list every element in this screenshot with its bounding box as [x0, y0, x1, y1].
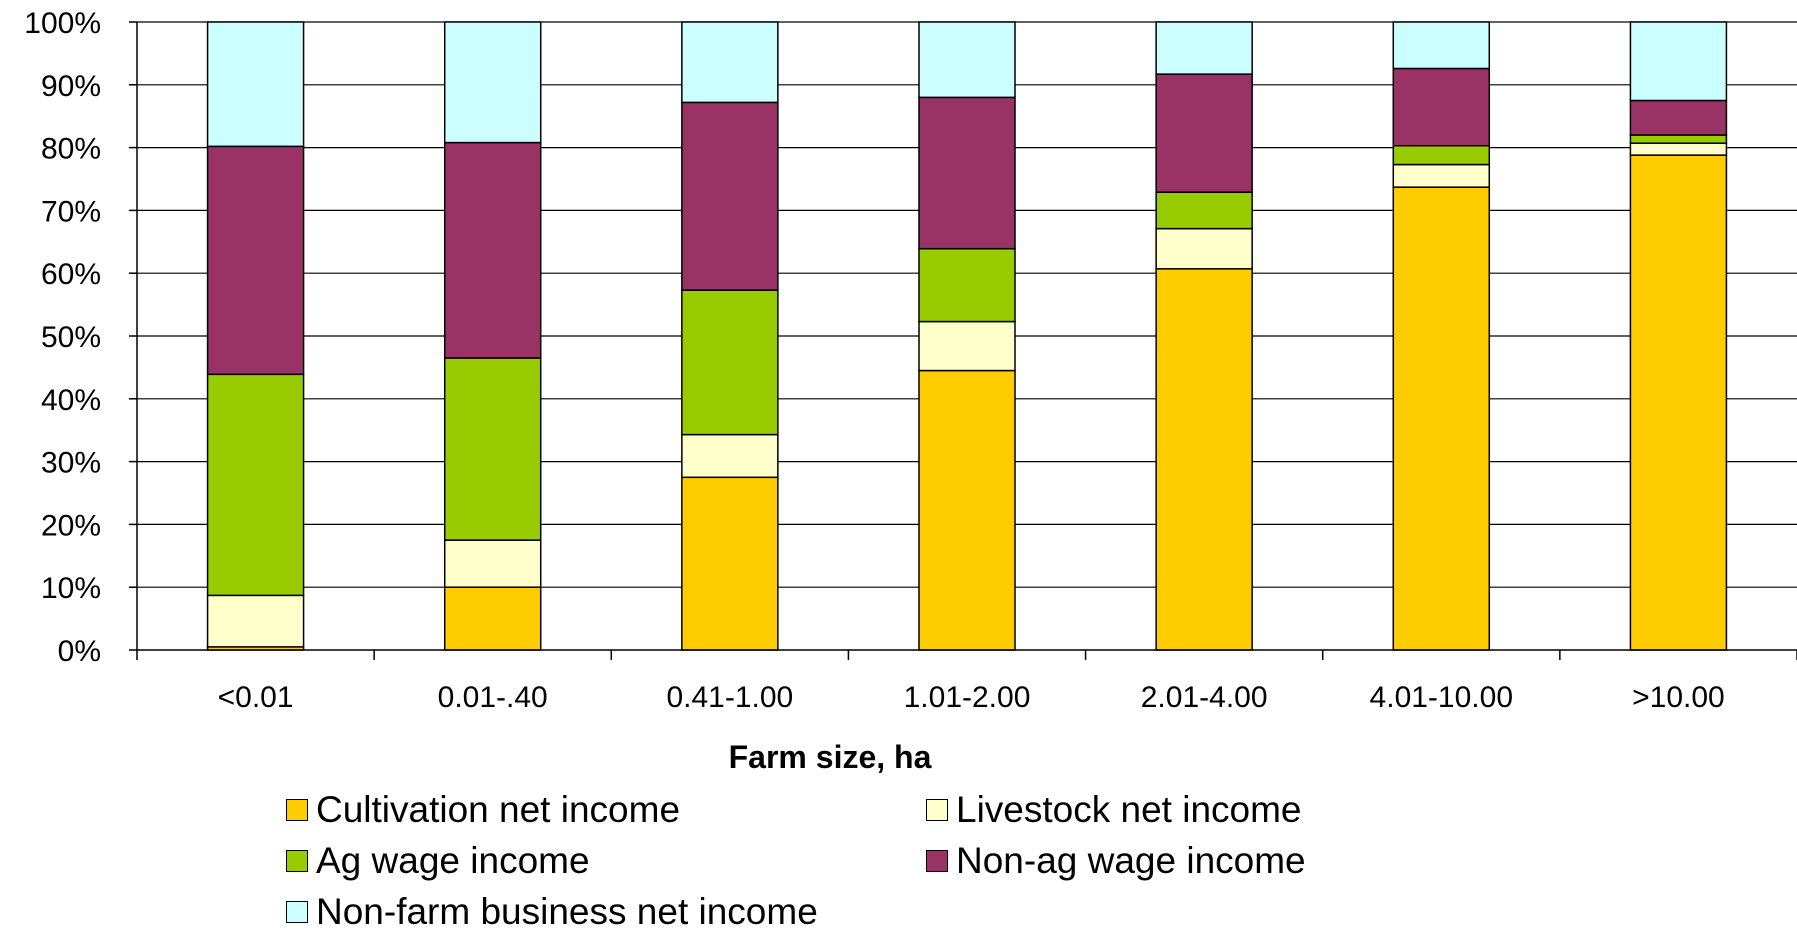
x-tick-label: <0.01 [218, 681, 294, 714]
bar-segment [443, 141, 542, 359]
bar-segment [1392, 163, 1491, 188]
bar-segment [1155, 191, 1253, 230]
bar-segment [443, 539, 542, 588]
y-tick-label: 0% [58, 635, 101, 668]
bar-segment [206, 373, 305, 597]
y-tick-label: 60% [41, 258, 101, 291]
x-tick-label: 4.01-10.00 [1370, 681, 1513, 714]
bar-segment [1629, 142, 1728, 156]
bar-segment [918, 247, 1016, 323]
legend-swatch [926, 849, 948, 872]
legend-item: Ag wage income [286, 840, 926, 881]
bar-segment [1392, 186, 1491, 651]
legend-label: Cultivation net income [316, 788, 681, 830]
bar-segment [918, 320, 1016, 372]
bar-segment [681, 101, 779, 291]
x-tick-label: 0.41-1.00 [666, 681, 793, 714]
bar-segment [206, 21, 305, 148]
y-tick-label: 50% [41, 321, 101, 354]
bar-segment [1629, 154, 1728, 651]
bar-segment [443, 357, 542, 541]
legend-item: Non-farm business net income [286, 891, 926, 932]
bar-segment [1392, 144, 1491, 166]
bar-segment [681, 289, 779, 436]
bar-segment [443, 21, 542, 144]
x-axis-title: Farm size, ha [729, 739, 932, 775]
legend: Cultivation net income Livestock net inco… [286, 789, 1406, 932]
y-tick-label: 40% [41, 384, 101, 417]
bar-segment [1155, 268, 1253, 651]
bar-segment [1629, 21, 1728, 102]
x-tick-label: 2.01-4.00 [1141, 681, 1268, 714]
bar-segment [206, 594, 305, 648]
bar-segment [443, 586, 542, 651]
legend-swatch [286, 798, 308, 821]
legend-label: Non-farm business net income [316, 890, 818, 932]
y-tick-label: 20% [41, 509, 101, 542]
bar-segment [1629, 134, 1728, 144]
bar-segment [918, 21, 1016, 99]
axes: 0% 10% 20% 30% 40% 50% 60% 70% 80% 90% 100% <0.01 0.… [24, 7, 1797, 714]
bar-segment [1155, 21, 1253, 75]
x-tick-label: >10.00 [1632, 681, 1725, 714]
bar-segment [918, 369, 1016, 651]
bar-segment [1155, 227, 1253, 270]
legend-label: Livestock net income [956, 788, 1302, 830]
legend-swatch [926, 798, 948, 821]
bar-segment [681, 476, 779, 651]
bar-segment [681, 433, 779, 479]
y-tick-label: 10% [41, 572, 101, 605]
y-tick-label: 90% [41, 70, 101, 103]
legend-item: Cultivation net income [286, 789, 926, 830]
y-tick-label: 80% [41, 133, 101, 166]
legend-swatch [286, 900, 308, 923]
x-tick-label: 1.01-2.00 [904, 681, 1031, 714]
legend-swatch [286, 849, 308, 872]
bar-segment [1392, 67, 1491, 147]
bar-segment [1155, 73, 1253, 193]
x-tick-label: 0.01-.40 [438, 681, 548, 714]
bar-segment [918, 96, 1016, 250]
y-tick-label: 30% [41, 447, 101, 480]
legend-item: Livestock net income [926, 789, 1406, 830]
legend-item: Non-ag wage income [926, 840, 1406, 881]
y-tick-label: 70% [41, 195, 101, 228]
bars [206, 21, 1728, 651]
legend-label: Ag wage income [316, 839, 590, 881]
bar-segment [681, 21, 779, 104]
legend-label: Non-ag wage income [956, 839, 1306, 881]
bar-segment [1392, 21, 1491, 70]
bar-segment [1629, 99, 1728, 136]
y-tick-label: 100% [24, 7, 101, 40]
bar-segment [206, 145, 305, 376]
